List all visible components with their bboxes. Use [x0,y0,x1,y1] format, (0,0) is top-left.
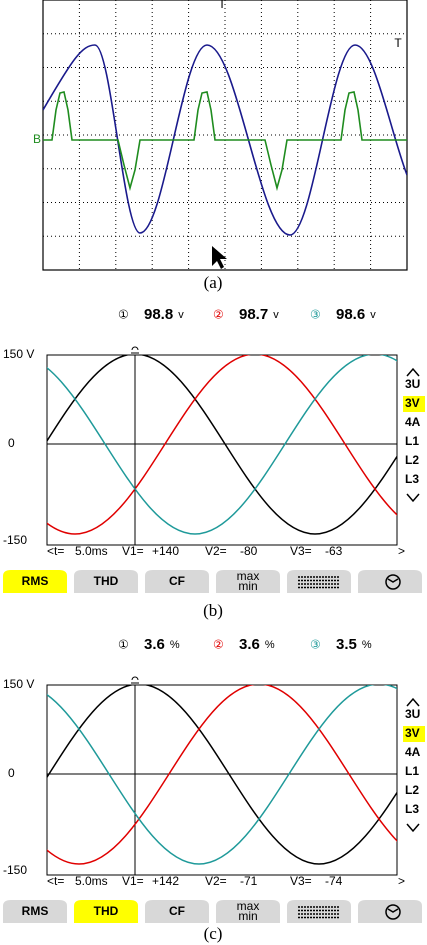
trigger-marker: T [218,0,226,11]
menu-item[interactable]: 4A [405,745,421,759]
menu-up [407,369,419,376]
readout-item: > [398,544,405,558]
scope-frame [47,685,397,875]
menu-item[interactable]: 4A [405,415,421,429]
phase-reading: 98.7 v [239,306,279,323]
reading-value: 98.6 [336,306,365,323]
readout-item: V2= [205,874,227,888]
menu-down [407,494,419,501]
soft-button[interactable] [287,900,351,923]
scope-frame [47,355,397,545]
phase-reading: 3.6% [239,636,275,653]
caption: (c) [204,924,223,943]
reading-unit: % [170,639,180,651]
reading-value: 98.7 [239,306,268,323]
phase-reading: 98.6 v [336,306,376,323]
readout-item: V2= [205,544,227,558]
soft-button[interactable] [287,570,351,593]
y-label: 0 [8,436,15,450]
readout-item: -74 [325,874,343,888]
cursor-marker [131,677,139,683]
reading-value: 98.8 [144,306,173,323]
menu-item[interactable]: L3 [405,472,419,486]
button-label[interactable]: RMS [22,574,49,588]
readout-item: V1= [122,544,144,558]
readout-item: +140 [152,544,179,558]
button-label[interactable]: THD [94,904,119,918]
reading-value: 3.6 [239,636,260,653]
phase-reading: 3.5% [336,636,372,653]
caption: (b) [203,601,223,620]
phase-symbol: ① [118,638,129,652]
reading-value: 3.6 [144,636,165,653]
phase-symbol: ② [213,638,224,652]
reading-unit: v [178,309,184,321]
y-label: -150 [3,863,27,877]
button-label[interactable]: THD [94,574,119,588]
menu-item[interactable]: L2 [405,783,419,797]
button-label[interactable]: CF [169,574,185,588]
readout-item: -63 [325,544,343,558]
menu-item[interactable]: 3V [405,396,420,410]
readout-item: V3= [290,544,312,558]
reading-unit: % [362,639,372,651]
menu-item[interactable]: L1 [405,764,419,778]
figure: T T B (a) ① 98.8 v ② 98.7 v ③ 98.6 v 150 V 0 -150 <t… [0,0,427,945]
soft-button[interactable] [358,570,422,593]
menu-item[interactable]: L1 [405,434,419,448]
readout-item: -71 [240,874,258,888]
y-label: -150 [3,533,27,547]
readout-item: > [398,874,405,888]
y-label: 150 V [3,347,34,361]
readout-item: <t= [47,874,64,888]
phase-reading: 3.6% [144,636,180,653]
menu-item[interactable]: 3V [405,726,420,740]
phase-symbol: ③ [310,308,321,322]
phase-symbol: ③ [310,638,321,652]
page: T T B (a) ① 98.8 v ② 98.7 v ③ 98.6 v 150 V 0 -150 <t… [0,0,427,945]
reading-unit: % [265,639,275,651]
button-label[interactable]: CF [169,904,185,918]
soft-button[interactable] [358,900,422,923]
menu-item[interactable]: L2 [405,453,419,467]
caption: (a) [204,273,223,292]
menu-item[interactable]: 3U [405,707,420,721]
phase-reading: 98.8 v [144,306,184,323]
channel-marker: B [33,132,41,146]
phase-symbol: ② [213,308,224,322]
menu-item[interactable]: L3 [405,802,419,816]
readout-item: -80 [240,544,258,558]
menu-up [407,699,419,706]
readout-item: <t= [47,544,64,558]
readout-item: 5.0ms [75,874,108,888]
phase-symbol: ① [118,308,129,322]
readout-item: V1= [122,874,144,888]
cursor-marker [131,347,139,353]
button-label[interactable]: RMS [22,904,49,918]
readout-item: 5.0ms [75,544,108,558]
level-marker: T [394,36,402,50]
menu-down [407,824,419,831]
reading-unit: v [370,309,376,321]
reading-value: 3.5 [336,636,357,653]
readout-item: V3= [290,874,312,888]
readout-item: +142 [152,874,179,888]
button-label[interactable]: min [238,579,257,593]
y-label: 0 [8,766,15,780]
menu-item[interactable]: 3U [405,377,420,391]
reading-unit: v [273,309,279,321]
y-label: 150 V [3,677,34,691]
button-label[interactable]: min [238,909,257,923]
